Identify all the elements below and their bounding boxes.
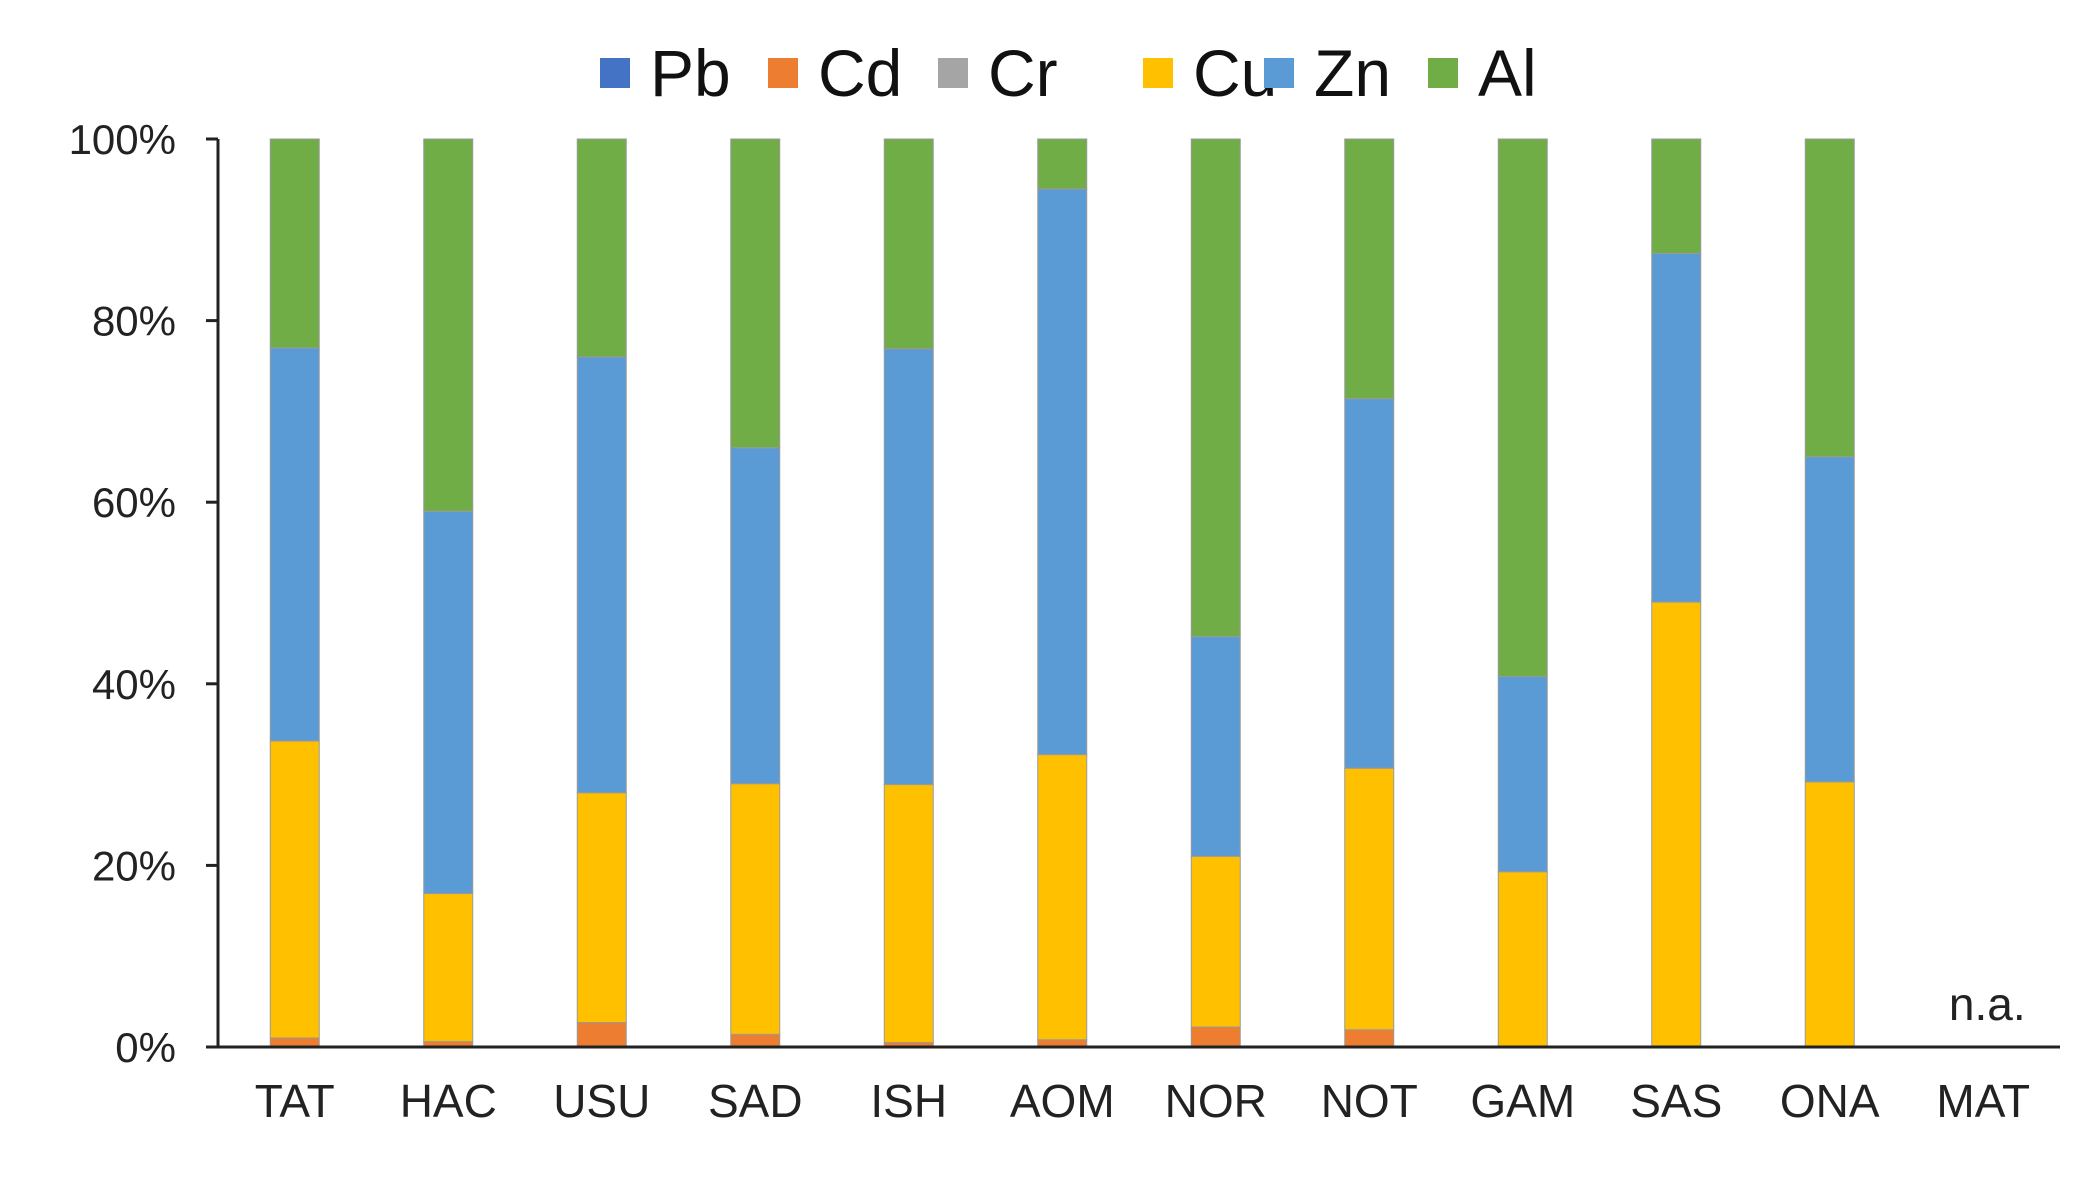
x-tick-label: NOR (1165, 1075, 1267, 1127)
legend-swatch-cu (1143, 58, 1173, 88)
legend-swatch-cd (768, 58, 798, 88)
bar-segment-usu-cu (576, 792, 627, 1023)
legend-label-zn: Zn (1314, 36, 1391, 110)
bar-segment-not-cd (1344, 1029, 1395, 1048)
bar-segment-aom-cu (1037, 754, 1088, 1041)
legend-label-cd: Cd (818, 36, 902, 110)
legend-swatch-al (1428, 58, 1458, 88)
y-tick-label: 60% (92, 479, 176, 526)
legend-label-cu: Cu (1193, 36, 1277, 110)
bar-segment-nor-cd (1190, 1026, 1241, 1048)
legend-label-pb: Pb (650, 36, 731, 110)
x-tick-label: USU (553, 1075, 650, 1127)
bar-segment-aom-zn (1037, 188, 1088, 756)
x-tick-label: AOM (1010, 1075, 1115, 1127)
legend-swatch-zn (1264, 58, 1294, 88)
bar-segment-usu-cd (576, 1021, 627, 1048)
bar-segment-sad-cd (730, 1033, 781, 1048)
y-axis: 0% 20% 40% 60% 80% 100% (69, 116, 220, 1071)
bar-segment-not-al (1344, 138, 1395, 400)
bar-segment-sad-cu (730, 783, 781, 1035)
bar-segment-ish-cu (883, 784, 934, 1043)
bar-segment-ish-zn (883, 348, 934, 786)
bar-segment-sad-zn (730, 447, 781, 785)
bar-segment-nor-al (1190, 138, 1241, 638)
bar-segment-hac-cu (423, 893, 474, 1043)
legend-label-cr: Cr (988, 36, 1058, 110)
bar-segment-gam-al (1497, 138, 1548, 678)
bar-segment-hac-zn (423, 510, 474, 895)
x-tick-label: HAC (400, 1075, 497, 1127)
legend: Pb Cd Cr Cu Zn Al (600, 36, 1537, 110)
bar-segment-ona-zn (1804, 456, 1855, 783)
bar-segment-sas-zn (1651, 252, 1702, 603)
bar-segment-nor-zn (1190, 636, 1241, 857)
bar-segment-sas-cu (1651, 601, 1702, 1048)
bar-segment-ona-al (1804, 138, 1855, 458)
legend-swatch-pb (600, 58, 630, 88)
bar-segment-gam-cu (1497, 871, 1548, 1048)
x-axis: TAT HAC USU SAD ISH AOM NOR NOT GAM SAS ONA MAT (218, 1045, 2060, 1127)
y-tick-label: 20% (92, 842, 176, 889)
bar-segment-aom-al (1037, 138, 1088, 190)
x-tick-label: NOT (1321, 1075, 1418, 1127)
x-tick-label: ISH (870, 1075, 947, 1127)
bar-segment-tat-al (269, 138, 320, 349)
x-tick-label: TAT (255, 1075, 335, 1127)
y-tick-label: 100% (69, 116, 176, 163)
bar-segment-sas-al (1651, 138, 1702, 254)
y-tick-label: 40% (92, 661, 176, 708)
bar-segment-usu-zn (576, 356, 627, 794)
x-tick-label: MAT (1936, 1075, 2030, 1127)
x-tick-label: GAM (1470, 1075, 1575, 1127)
bar-segment-usu-al (576, 138, 627, 358)
bar-segment-nor-cu (1190, 855, 1241, 1028)
legend-swatch-cr (938, 58, 968, 88)
annotations: n.a. (1949, 978, 2026, 1030)
bar-segment-ona-cu (1804, 781, 1855, 1048)
bar-segment-sad-al (730, 138, 781, 449)
bar-segment-ish-al (883, 138, 934, 350)
annotation-not-available: n.a. (1949, 978, 2026, 1030)
bar-segment-hac-al (423, 138, 474, 512)
bar-segment-tat-zn (269, 347, 320, 742)
x-tick-label: SAD (708, 1075, 803, 1127)
y-tick-label: 80% (92, 298, 176, 345)
bar-segment-not-zn (1344, 398, 1395, 769)
bar-segment-gam-zn (1497, 676, 1548, 873)
x-tick-label: ONA (1780, 1075, 1880, 1127)
y-tick-label: 0% (115, 1024, 176, 1071)
bar-segment-tat-cu (269, 740, 320, 1039)
bar-segment-not-cu (1344, 767, 1395, 1031)
bars (269, 138, 1855, 1048)
legend-label-al: Al (1478, 36, 1537, 110)
x-tick-label: SAS (1630, 1075, 1722, 1127)
